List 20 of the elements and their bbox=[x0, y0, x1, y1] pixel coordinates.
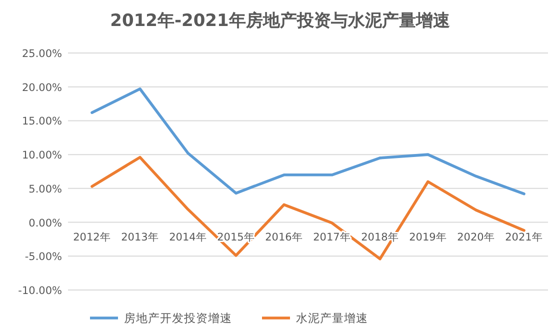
legend-label: 水泥产量增速 bbox=[296, 311, 368, 325]
x-tick-label: 2013年 bbox=[121, 231, 159, 244]
x-tick-label: 2020年 bbox=[457, 231, 495, 244]
x-tick-label: 2012年 bbox=[73, 231, 111, 244]
y-tick-label: -10.00% bbox=[18, 285, 62, 297]
chart-title: 2012年-2021年房地产投资与水泥产量增速 bbox=[110, 11, 450, 31]
y-tick-label: 10.00% bbox=[22, 150, 62, 162]
y-tick-label: -5.00% bbox=[24, 251, 62, 264]
x-tick-label: 2019年 bbox=[409, 231, 447, 244]
x-tick-label: 2021年 bbox=[505, 231, 543, 244]
y-tick-label: 20.00% bbox=[22, 82, 62, 94]
y-tick-label: 5.00% bbox=[28, 183, 62, 196]
x-tick-label: 2016年 bbox=[265, 231, 303, 244]
y-tick-label: 0.00% bbox=[28, 217, 62, 230]
y-tick-label: 25.00% bbox=[22, 48, 62, 60]
legend-label: 房地产开发投资增速 bbox=[124, 311, 232, 325]
y-tick-label: 15.00% bbox=[22, 116, 62, 128]
x-tick-label: 2014年 bbox=[169, 231, 207, 244]
x-tick-label: 2017年 bbox=[313, 231, 351, 244]
line-series bbox=[90, 87, 526, 196]
